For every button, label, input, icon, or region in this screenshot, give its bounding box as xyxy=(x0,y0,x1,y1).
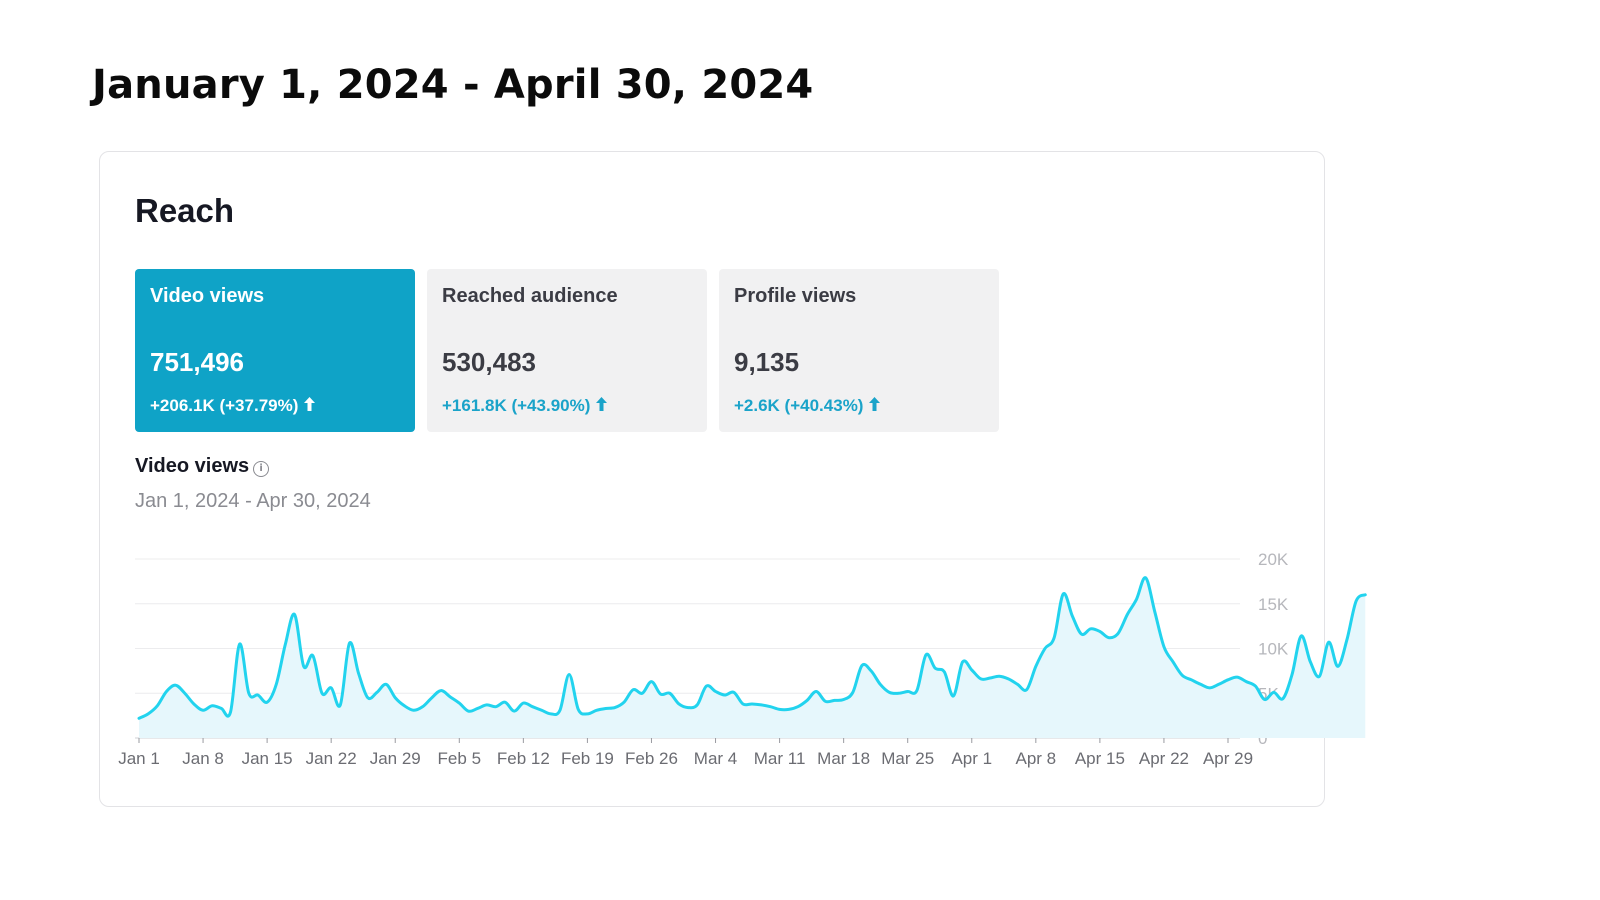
metric-change-text: +161.8K (+43.90%) xyxy=(442,396,591,415)
x-tick-label: Feb 26 xyxy=(625,749,678,768)
x-tick-label: Mar 18 xyxy=(817,749,870,768)
metric-change: +161.8K (+43.90%) xyxy=(442,396,608,416)
page-title: January 1, 2024 - April 30, 2024 xyxy=(92,62,814,108)
y-tick-label: 15K xyxy=(1258,595,1289,614)
arrow-up-icon xyxy=(869,397,881,411)
arrow-up-icon xyxy=(304,397,316,411)
metric-value: 530,483 xyxy=(442,347,536,377)
chart-title: Video views i xyxy=(135,455,270,478)
x-tick-label: Feb 5 xyxy=(438,749,481,768)
chart-title-text: Video views xyxy=(135,455,250,477)
x-tick-label: Apr 29 xyxy=(1203,749,1253,768)
metric-tab-profile-views[interactable]: Profile views 9,135 +2.6K (+40.43%) xyxy=(719,269,999,432)
card-title: Reach xyxy=(135,192,235,229)
series-area xyxy=(139,577,1366,738)
metric-change: +2.6K (+40.43%) xyxy=(734,396,881,416)
x-tick-label: Apr 1 xyxy=(951,749,992,768)
metric-label: Video views xyxy=(150,285,265,307)
arrow-up-icon xyxy=(596,397,608,411)
metric-change-text: +2.6K (+40.43%) xyxy=(734,396,864,415)
x-tick-label: Feb 12 xyxy=(497,749,550,768)
metric-change-text: +206.1K (+37.79%) xyxy=(150,396,299,415)
metric-tabs: Video views 751,496 +206.1K (+37.79%) Re… xyxy=(135,269,999,432)
x-tick-label: Mar 11 xyxy=(754,749,806,768)
metric-value: 9,135 xyxy=(734,347,800,377)
x-tick-label: Mar 25 xyxy=(881,749,934,768)
x-tick-label: Apr 8 xyxy=(1016,749,1057,768)
metric-change: +206.1K (+37.79%) xyxy=(150,396,316,416)
metric-label: Reached audience xyxy=(442,285,618,307)
y-tick-label: 0 xyxy=(1258,729,1267,748)
x-tick-label: Jan 29 xyxy=(370,749,421,768)
x-tick-label: Jan 22 xyxy=(306,749,357,768)
series-line xyxy=(137,576,1367,720)
metric-tab-reached-audience[interactable]: Reached audience 530,483 +161.8K (+43.90… xyxy=(427,269,707,432)
metric-label: Profile views xyxy=(734,285,857,307)
chart-date-range: Jan 1, 2024 - Apr 30, 2024 xyxy=(135,490,371,512)
x-tick-label: Feb 19 xyxy=(561,749,614,768)
x-tick-label: Jan 8 xyxy=(182,749,224,768)
info-icon[interactable]: i xyxy=(253,461,270,477)
y-tick-label: 10K xyxy=(1258,640,1289,659)
x-tick-label: Jan 15 xyxy=(242,749,293,768)
x-tick-label: Apr 15 xyxy=(1075,749,1125,768)
x-tick-label: Apr 22 xyxy=(1139,749,1189,768)
metric-tab-video-views[interactable]: Video views 751,496 +206.1K (+37.79%) xyxy=(135,269,415,432)
x-tick-label: Mar 4 xyxy=(694,749,737,768)
metric-value: 751,496 xyxy=(150,347,244,377)
x-tick-label: Jan 1 xyxy=(118,749,160,768)
y-tick-label: 20K xyxy=(1258,550,1289,569)
